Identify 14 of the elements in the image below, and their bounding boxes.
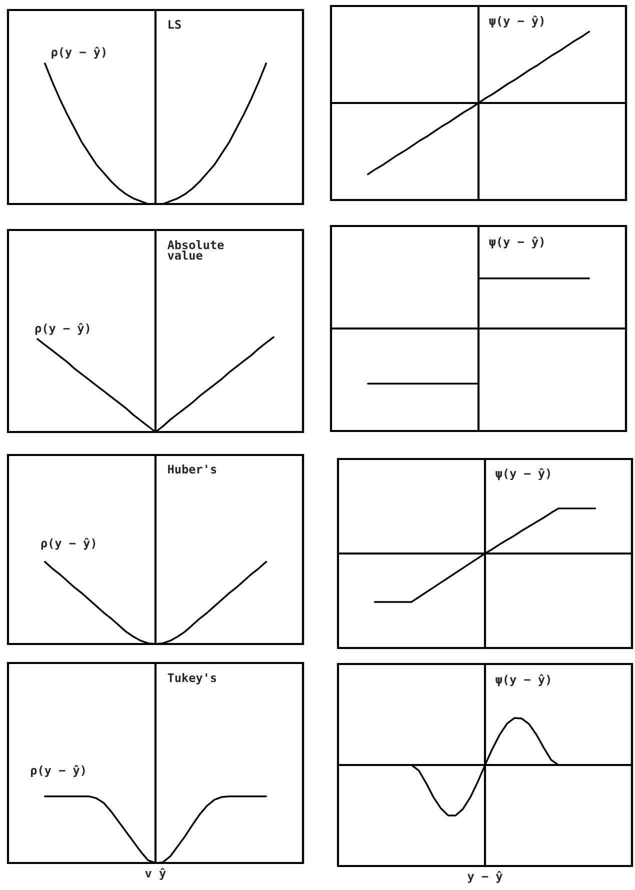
y-axis-title: ρ(y − ŷ) — [35, 323, 90, 335]
y-axis-title: ψ(y − ŷ) — [496, 674, 550, 686]
y-axis-title: ρ(y − ŷ) — [41, 538, 96, 550]
chart-title: Huber's — [168, 464, 216, 474]
y-axis-title: ρ(y − ŷ) — [30, 765, 85, 777]
y-axis-title: ρ(y − ŷ) — [52, 46, 106, 59]
x-axis-title: y − ŷ — [468, 871, 502, 883]
y-axis-title: ψ(y − ŷ) — [496, 468, 550, 480]
x-axis-title: v ŷ — [145, 868, 166, 880]
chart-title: Absolute value — [167, 240, 224, 260]
y-axis-title: ψ(y − ŷ) — [489, 236, 544, 248]
chart-title: Tukey's — [168, 673, 216, 684]
y-axis-title: ψ(y − ŷ) — [489, 16, 544, 28]
chart-title: LS — [168, 20, 181, 29]
